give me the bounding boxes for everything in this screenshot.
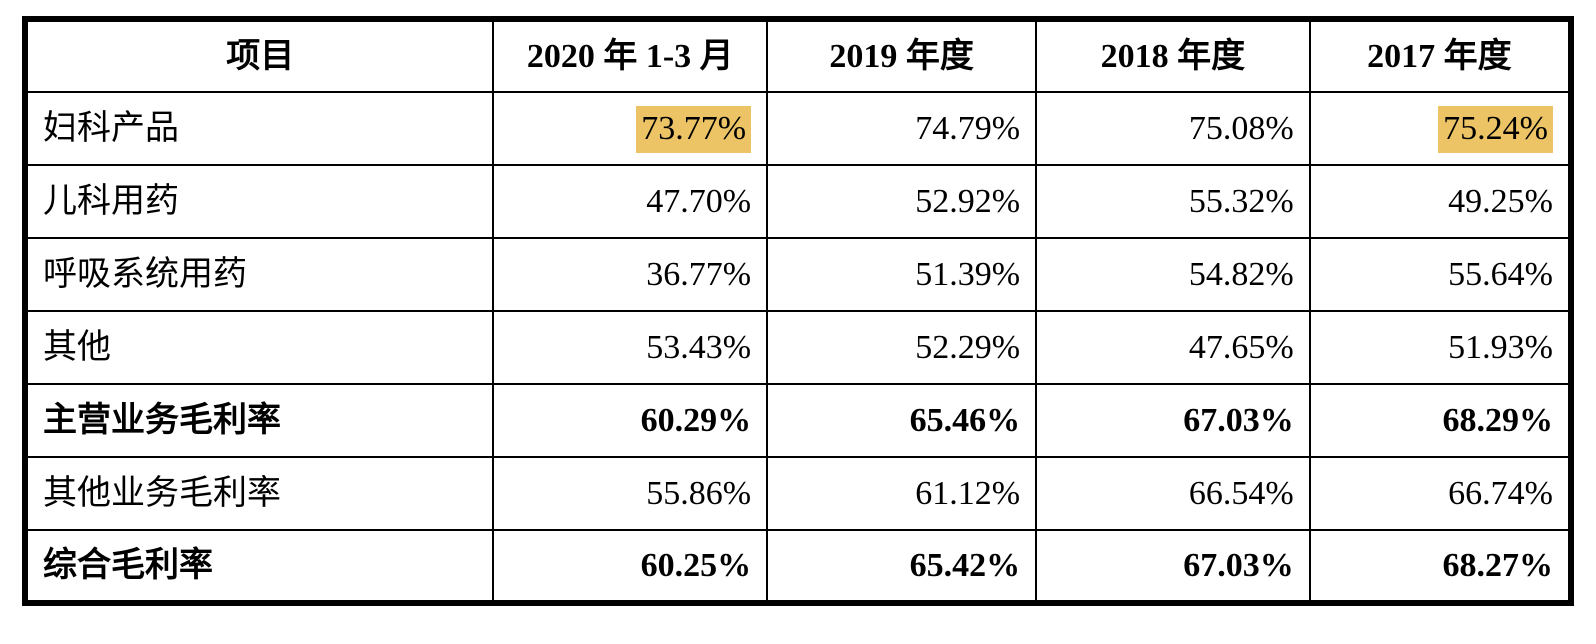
table-body: 妇科产品 73.77% 74.79% 75.08% 75.24% 儿科用药 47.70% 52… [23, 91, 1573, 604]
table-row: 妇科产品 73.77% 74.79% 75.08% 75.24% [23, 91, 1573, 166]
value-cell: 73.77% [492, 91, 769, 166]
value-cell: 75.08% [1035, 91, 1311, 166]
header-2017: 2017 年度 [1308, 18, 1573, 93]
table-row: 呼吸系统用药 36.77% 51.39% 54.82% 55.64% [23, 237, 1573, 312]
value-cell: 67.03% [1035, 529, 1311, 604]
table-row: 儿科用药 47.70% 52.92% 55.32% 49.25% [23, 164, 1573, 239]
table-row: 综合毛利率 60.25% 65.42% 67.03% 68.27% [23, 529, 1573, 604]
row-label: 主营业务毛利率 [23, 383, 495, 458]
row-label: 儿科用药 [23, 164, 495, 239]
value-cell: 53.43% [492, 310, 769, 385]
row-label: 其他 [23, 310, 495, 385]
row-label: 综合毛利率 [23, 529, 495, 604]
value-cell: 74.79% [766, 91, 1038, 166]
highlighted-value: 75.24% [1438, 105, 1553, 153]
value-cell: 52.92% [766, 164, 1038, 239]
table-row: 其他业务毛利率 55.86% 61.12% 66.54% 66.74% [23, 456, 1573, 531]
value-cell: 65.46% [766, 383, 1038, 458]
value-cell: 55.32% [1035, 164, 1311, 239]
value-cell: 51.39% [766, 237, 1038, 312]
value-cell: 36.77% [492, 237, 769, 312]
value-cell: 54.82% [1035, 237, 1311, 312]
table-row: 其他 53.43% 52.29% 47.65% 51.93% [23, 310, 1573, 385]
value-cell: 55.64% [1308, 237, 1573, 312]
value-cell: 49.25% [1308, 164, 1573, 239]
row-label: 呼吸系统用药 [23, 237, 495, 312]
header-2018: 2018 年度 [1035, 18, 1311, 93]
header-2020-q1: 2020 年 1-3 月 [492, 18, 769, 93]
header-item-column: 项目 [23, 18, 495, 93]
value-cell: 67.03% [1035, 383, 1311, 458]
value-cell: 52.29% [766, 310, 1038, 385]
value-cell: 60.25% [492, 529, 769, 604]
table-header-row: 项目 2020 年 1-3 月 2019 年度 2018 年度 2017 年度 [23, 18, 1573, 93]
value-cell: 47.70% [492, 164, 769, 239]
gross-margin-table: 项目 2020 年 1-3 月 2019 年度 2018 年度 2017 年度 … [22, 16, 1574, 606]
value-cell: 66.74% [1308, 456, 1573, 531]
row-label: 其他业务毛利率 [23, 456, 495, 531]
value-cell: 47.65% [1035, 310, 1311, 385]
header-2019: 2019 年度 [766, 18, 1038, 93]
value-cell: 65.42% [766, 529, 1038, 604]
value-cell: 75.24% [1308, 91, 1573, 166]
value-cell: 55.86% [492, 456, 769, 531]
value-cell: 60.29% [492, 383, 769, 458]
table-row: 主营业务毛利率 60.29% 65.46% 67.03% 68.29% [23, 383, 1573, 458]
value-cell: 68.29% [1308, 383, 1573, 458]
value-cell: 61.12% [766, 456, 1038, 531]
row-label: 妇科产品 [23, 91, 495, 166]
value-cell: 51.93% [1308, 310, 1573, 385]
value-cell: 68.27% [1308, 529, 1573, 604]
highlighted-value: 73.77% [636, 105, 752, 153]
value-cell: 66.54% [1035, 456, 1311, 531]
